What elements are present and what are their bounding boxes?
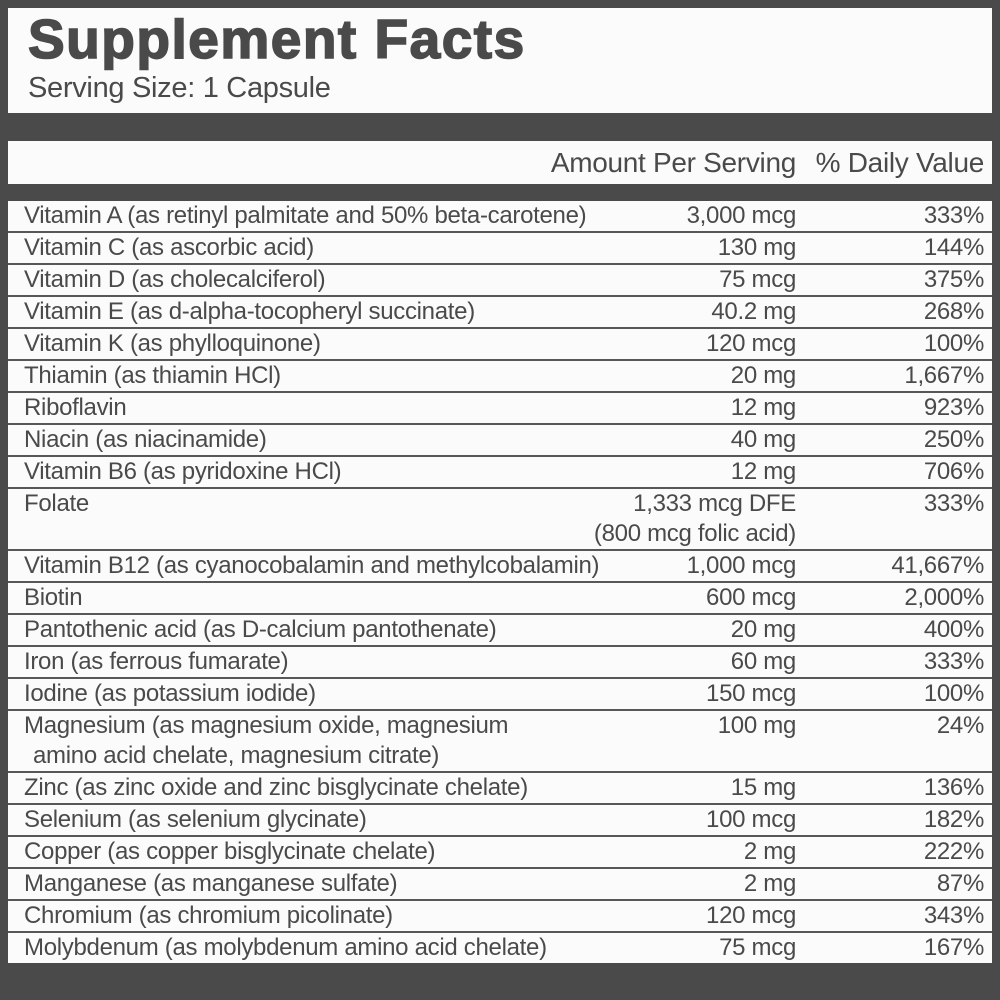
nutrient-amount: 12 mg bbox=[730, 394, 797, 421]
table-row: Magnesium (as magnesium oxide, magnesium… bbox=[8, 709, 992, 771]
nutrient-amount: 3,000 mcg bbox=[686, 202, 797, 229]
nutrient-name: Molybdenum (as molybdenum amino acid che… bbox=[24, 934, 547, 961]
nutrient-name: Biotin bbox=[24, 584, 83, 611]
nutrient-amount: 1,333 mcg DFE (800 mcg folic acid) bbox=[593, 490, 796, 547]
table-row: Thiamin (as thiamin HCl) 20 mg 1,667% bbox=[8, 359, 992, 391]
nutrient-name: Chromium (as chromium picolinate) bbox=[24, 902, 393, 929]
nutrient-daily-value: 167% bbox=[923, 934, 984, 961]
nutrient-daily-value: 1,667% bbox=[904, 362, 984, 389]
table-row: Vitamin K (as phylloquinone) 120 mcg 100… bbox=[8, 327, 992, 359]
nutrient-amount: 2 mg bbox=[743, 838, 796, 865]
nutrient-amount: 20 mg bbox=[730, 616, 797, 643]
nutrient-amount: 2 mg bbox=[743, 870, 796, 897]
table-row: Iodine (as potassium iodide) 150 mcg 100… bbox=[8, 677, 992, 709]
nutrient-name: Iron (as ferrous fumarate) bbox=[24, 648, 289, 675]
table-row: Zinc (as zinc oxide and zinc bisglycinat… bbox=[8, 771, 992, 803]
table-row: Folate 1,333 mcg DFE (800 mcg folic acid… bbox=[8, 487, 992, 549]
nutrient-daily-value: 100% bbox=[923, 680, 984, 707]
nutrient-daily-value: 100% bbox=[923, 330, 984, 357]
column-header-amount-per-serving: Amount Per Serving bbox=[550, 147, 796, 178]
nutrient-daily-value: 923% bbox=[923, 394, 984, 421]
table-row: Vitamin D (as cholecalciferol) 75 mcg 37… bbox=[8, 263, 992, 295]
divider-thick-bottom bbox=[8, 963, 992, 992]
table-row: Manganese (as manganese sulfate) 2 mg 87… bbox=[8, 867, 992, 899]
nutrient-amount: 60 mg bbox=[730, 648, 797, 675]
table-row: Copper (as copper bisglycinate chelate) … bbox=[8, 835, 992, 867]
divider-medium bbox=[8, 184, 992, 201]
nutrient-daily-value: 706% bbox=[923, 458, 984, 485]
nutrient-amount: 600 mcg bbox=[706, 584, 796, 611]
table-row: Pantothenic acid (as D-calcium pantothen… bbox=[8, 613, 992, 645]
nutrient-name: Vitamin B12 (as cyanocobalamin and methy… bbox=[24, 552, 600, 579]
nutrient-amount: 100 mcg bbox=[706, 806, 796, 833]
table-row: Vitamin E (as d-alpha-tocopheryl succina… bbox=[8, 295, 992, 327]
nutrient-daily-value: 144% bbox=[923, 234, 984, 261]
table-row: Vitamin A (as retinyl palmitate and 50% … bbox=[8, 201, 992, 231]
label-header: Supplement Facts Serving Size: 1 Capsule bbox=[8, 8, 992, 113]
nutrient-daily-value: 375% bbox=[923, 266, 984, 293]
nutrient-name: Magnesium (as magnesium oxide, magnesium… bbox=[24, 712, 509, 769]
nutrient-amount: 20 mg bbox=[730, 362, 797, 389]
nutrient-amount: 75 mcg bbox=[719, 934, 796, 961]
nutrient-name: Vitamin K (as phylloquinone) bbox=[24, 330, 321, 357]
column-header-daily-value: % Daily Value bbox=[815, 147, 985, 178]
table-row: Molybdenum (as molybdenum amino acid che… bbox=[8, 931, 992, 963]
nutrient-name: Riboflavin bbox=[24, 394, 127, 421]
nutrient-amount: 75 mcg bbox=[719, 266, 796, 293]
nutrient-name: Zinc (as zinc oxide and zinc bisglycinat… bbox=[24, 774, 528, 801]
nutrient-daily-value: 333% bbox=[923, 202, 984, 229]
nutrient-daily-value: 41,667% bbox=[891, 552, 984, 579]
nutrient-name: Thiamin (as thiamin HCl) bbox=[24, 362, 281, 389]
nutrient-amount: 40.2 mg bbox=[711, 298, 796, 325]
nutrient-daily-value: 24% bbox=[936, 712, 984, 739]
table-row: Vitamin B12 (as cyanocobalamin and methy… bbox=[8, 549, 992, 581]
table-row: Iron (as ferrous fumarate) 60 mg 333% bbox=[8, 645, 992, 677]
divider-thick-top bbox=[8, 113, 992, 141]
nutrient-name: Manganese (as manganese sulfate) bbox=[24, 870, 398, 897]
nutrient-amount: 130 mg bbox=[717, 234, 797, 261]
nutrient-daily-value: 250% bbox=[923, 426, 984, 453]
nutrient-amount: 40 mg bbox=[730, 426, 797, 453]
nutrient-name: Selenium (as selenium glycinate) bbox=[24, 806, 367, 833]
nutrient-daily-value: 343% bbox=[923, 902, 984, 929]
nutrient-name: Vitamin E (as d-alpha-tocopheryl succina… bbox=[24, 298, 475, 325]
nutrient-name: Vitamin A (as retinyl palmitate and 50% … bbox=[24, 202, 587, 229]
nutrient-daily-value: 87% bbox=[936, 870, 984, 897]
nutrient-daily-value: 2,000% bbox=[904, 584, 984, 611]
table-row: Chromium (as chromium picolinate) 120 mc… bbox=[8, 899, 992, 931]
nutrient-daily-value: 268% bbox=[923, 298, 984, 325]
nutrient-daily-value: 333% bbox=[923, 490, 984, 517]
nutrient-amount: 1,000 mcg bbox=[686, 552, 797, 579]
nutrient-table: Vitamin A (as retinyl palmitate and 50% … bbox=[8, 201, 992, 963]
nutrient-name: Copper (as copper bisglycinate chelate) bbox=[24, 838, 436, 865]
table-row: Selenium (as selenium glycinate) 100 mcg… bbox=[8, 803, 992, 835]
column-header-row: Amount Per Serving % Daily Value bbox=[8, 141, 992, 184]
nutrient-amount: 15 mg bbox=[730, 774, 797, 801]
nutrient-daily-value: 182% bbox=[923, 806, 984, 833]
nutrient-name: Vitamin D (as cholecalciferol) bbox=[24, 266, 326, 293]
table-row: Vitamin C (as ascorbic acid) 130 mg 144% bbox=[8, 231, 992, 263]
nutrient-name: Vitamin B6 (as pyridoxine HCl) bbox=[24, 458, 342, 485]
nutrient-name: Folate bbox=[24, 490, 89, 517]
table-row: Biotin 600 mcg 2,000% bbox=[8, 581, 992, 613]
nutrient-name: Pantothenic acid (as D-calcium pantothen… bbox=[24, 616, 497, 643]
nutrient-amount: 100 mg bbox=[717, 712, 797, 739]
nutrient-name: Niacin (as niacinamide) bbox=[24, 426, 267, 453]
nutrient-amount: 150 mcg bbox=[706, 680, 796, 707]
nutrient-daily-value: 222% bbox=[923, 838, 984, 865]
nutrient-amount: 12 mg bbox=[730, 458, 797, 485]
table-row: Vitamin B6 (as pyridoxine HCl) 12 mg 706… bbox=[8, 455, 992, 487]
nutrient-daily-value: 136% bbox=[923, 774, 984, 801]
serving-size-text: Serving Size: 1 Capsule bbox=[28, 72, 331, 104]
nutrient-daily-value: 400% bbox=[923, 616, 984, 643]
nutrient-amount: 120 mcg bbox=[706, 330, 796, 357]
table-row: Niacin (as niacinamide) 40 mg 250% bbox=[8, 423, 992, 455]
nutrient-name: Iodine (as potassium iodide) bbox=[24, 680, 316, 707]
nutrient-daily-value: 333% bbox=[923, 648, 984, 675]
table-row: Riboflavin 12 mg 923% bbox=[8, 391, 992, 423]
nutrient-name: Vitamin C (as ascorbic acid) bbox=[24, 234, 314, 261]
nutrient-amount: 120 mcg bbox=[706, 902, 796, 929]
page-title: Supplement Facts bbox=[27, 8, 526, 71]
